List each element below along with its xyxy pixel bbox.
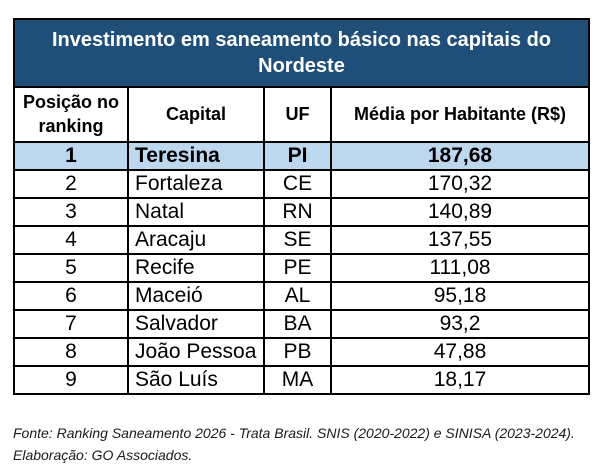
value-cell: 95,18	[330, 281, 590, 311]
capital-cell: Salvador	[127, 309, 265, 339]
capital-cell: Teresina	[127, 141, 265, 171]
value-cell: 111,08	[330, 253, 590, 283]
value-cell: 47,88	[330, 337, 590, 367]
uf-cell: BA	[263, 309, 332, 339]
capital-cell: João Pessoa	[127, 337, 265, 367]
table-row-fortaleza: 2 Fortaleza CE 170,32	[13, 169, 590, 199]
value-cell: 187,68	[330, 141, 590, 171]
uf-cell: PI	[263, 141, 332, 171]
rank-cell: 8	[13, 337, 129, 367]
value-cell: 137,55	[330, 225, 590, 255]
capital-cell: Aracaju	[127, 225, 265, 255]
uf-cell: AL	[263, 281, 332, 311]
value-cell: 170,32	[330, 169, 590, 199]
value-cell: 18,17	[330, 365, 590, 395]
uf-cell: PB	[263, 337, 332, 367]
uf-cell: PE	[263, 253, 332, 283]
uf-cell: CE	[263, 169, 332, 199]
rank-cell: 5	[13, 253, 129, 283]
capital-cell: Recife	[127, 253, 265, 283]
capital-cell: Fortaleza	[127, 169, 265, 199]
uf-cell: MA	[263, 365, 332, 395]
capital-cell: Maceió	[127, 281, 265, 311]
title-row: Investimento em saneamento básico nas ca…	[13, 18, 590, 88]
column-header-posicao: Posição no ranking	[13, 86, 129, 143]
column-header-uf: UF	[263, 86, 332, 143]
value-cell: 93,2	[330, 309, 590, 339]
rank-cell: 3	[13, 197, 129, 227]
value-cell: 140,89	[330, 197, 590, 227]
table-row-maceio: 6 Maceió AL 95,18	[13, 281, 590, 311]
uf-cell: SE	[263, 225, 332, 255]
source-note: Fonte: Ranking Saneamento 2026 - Trata B…	[13, 425, 575, 463]
table-row-recife: 5 Recife PE 111,08	[13, 253, 590, 283]
table-row-salvador: 7 Salvador BA 93,2	[13, 309, 590, 339]
sanitation-ranking-table: Investimento em saneamento básico nas ca…	[13, 18, 590, 395]
table-row-aracaju: 4 Aracaju SE 137,55	[13, 225, 590, 255]
rank-cell: 9	[13, 365, 129, 395]
table-row-teresina: 1 Teresina PI 187,68	[13, 141, 590, 171]
rank-cell: 1	[13, 141, 129, 171]
table-row-sao-luis: 9 São Luís MA 18,17	[13, 365, 590, 395]
rank-cell: 7	[13, 309, 129, 339]
table-title: Investimento em saneamento básico nas ca…	[13, 18, 590, 88]
table-row-natal: 3 Natal RN 140,89	[13, 197, 590, 227]
column-header-row: Posição no ranking Capital UF Média por …	[13, 86, 590, 143]
rank-cell: 2	[13, 169, 129, 199]
capital-cell: Natal	[127, 197, 265, 227]
column-header-media: Média por Habitante (R$)	[330, 86, 590, 143]
table-row-joao-pessoa: 8 João Pessoa PB 47,88	[13, 337, 590, 367]
rank-cell: 4	[13, 225, 129, 255]
column-header-capital: Capital	[127, 86, 265, 143]
uf-cell: RN	[263, 197, 332, 227]
rank-cell: 6	[13, 281, 129, 311]
capital-cell: São Luís	[127, 365, 265, 395]
